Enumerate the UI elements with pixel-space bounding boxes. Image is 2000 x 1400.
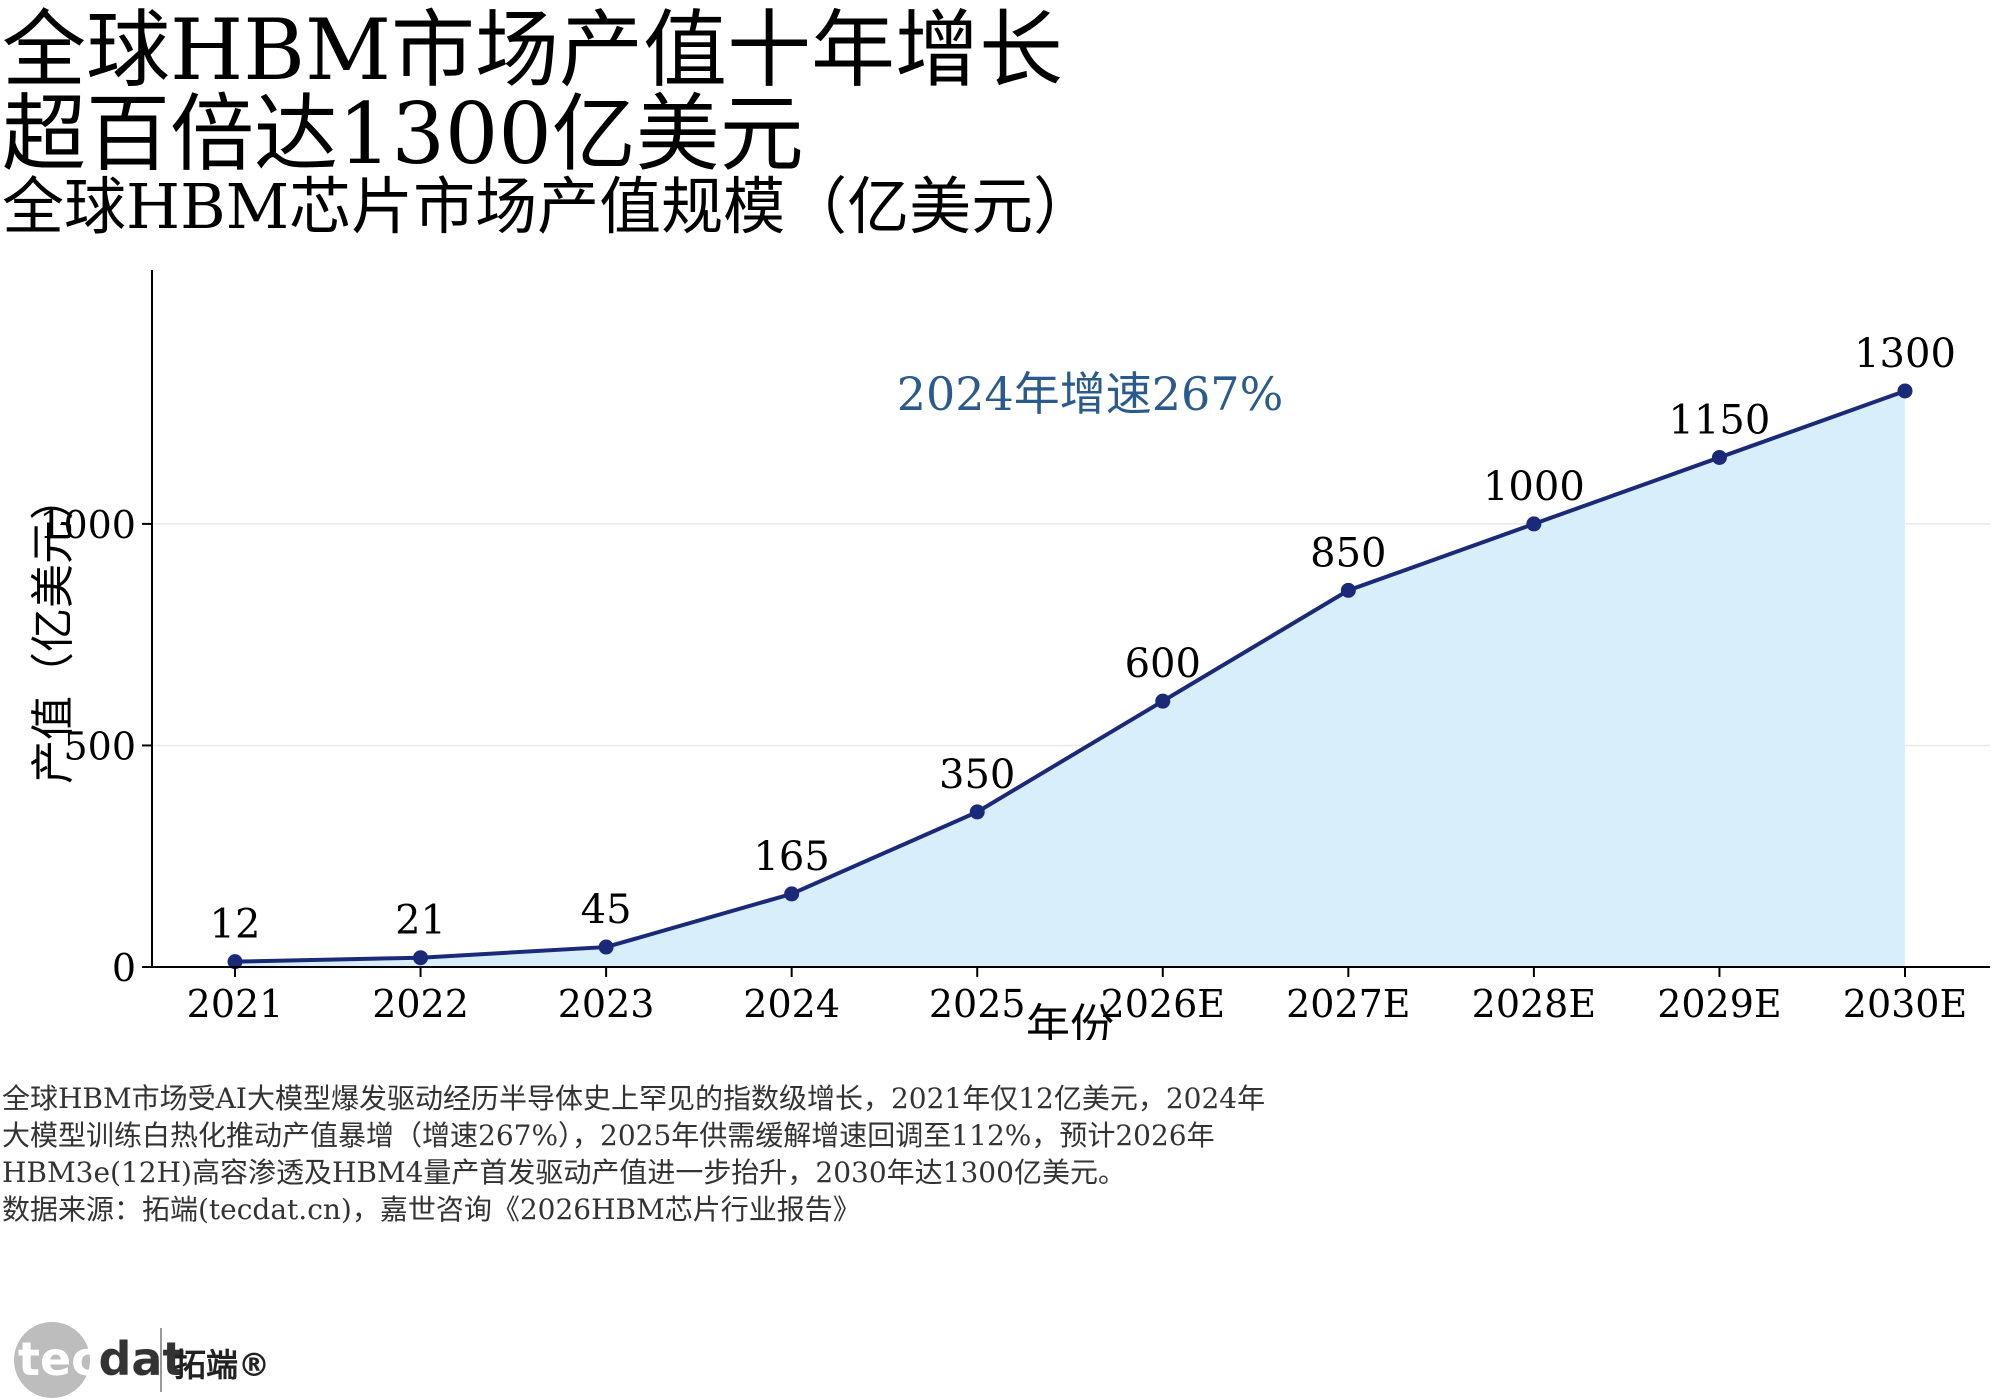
x-tick-label: 2023 <box>558 982 655 1026</box>
y-axis-label: 产值（亿美元） <box>28 476 79 784</box>
data-label: 45 <box>581 887 632 933</box>
logo-divider <box>160 1328 162 1392</box>
data-labels: 12 21 45 165 350 600 850 1000 1150 1300 <box>210 331 1956 948</box>
area-fill <box>235 390 1905 968</box>
chart-note: 全球HBM市场受AI大模型爆发驱动经历半导体史上罕见的指数级增长，2021年仅1… <box>2 1080 1502 1228</box>
tecdat-logo: tecdat 拓端® <box>14 1322 274 1400</box>
data-label: 1300 <box>1854 331 1956 377</box>
growth-annotation: 2024年增速267% <box>897 367 1284 421</box>
x-tick-label: 2025 <box>929 982 1026 1026</box>
data-point <box>969 804 985 820</box>
x-tick-label: 2029E <box>1657 982 1781 1026</box>
source-line: 数据来源：拓端(tecdat.cn)，嘉世咨询《2026HBM芯片行业报告》 <box>2 1193 861 1226</box>
x-tick-label: 2024 <box>743 982 840 1026</box>
data-point <box>1897 383 1913 399</box>
data-label: 350 <box>939 752 1015 798</box>
data-label: 12 <box>210 902 261 948</box>
data-label: 1150 <box>1669 397 1771 443</box>
data-point <box>784 886 800 902</box>
x-tick-label: 2028E <box>1472 982 1596 1026</box>
chart-title-line-2: 超百倍达1300亿美元 <box>2 85 804 183</box>
series-line <box>234 389 1906 964</box>
data-label: 600 <box>1125 641 1201 687</box>
data-point <box>598 939 614 955</box>
y-tick-label: 0 <box>112 946 136 990</box>
x-tick-label: 2021 <box>187 982 284 1026</box>
x-tick-label: 2026E <box>1101 982 1225 1026</box>
note-line: 大模型训练白热化推动产值暴增（增速267%），2025年供需缓解增速回调至112… <box>2 1119 1215 1152</box>
data-point <box>1526 516 1542 532</box>
data-points <box>227 383 1913 970</box>
x-tick-label: 2027E <box>1286 982 1410 1026</box>
x-axis-ticks: 2021 2022 2023 2024 2025 2026E 2027E 2028E 2029E… <box>187 967 1967 1026</box>
data-point <box>227 954 243 970</box>
chart-title-line-1: 全球HBM市场产值十年增长 <box>2 1 1063 99</box>
y-tick-label: 500 <box>63 724 136 768</box>
logo-chinese-name: 拓端® <box>174 1346 271 1384</box>
x-axis-label: 年份 <box>1026 1000 1114 1040</box>
note-line: HBM3e(12H)高容渗透及HBM4量产首发驱动产值进一步抬升，2030年达1… <box>2 1156 1126 1189</box>
data-point <box>1155 693 1171 709</box>
note-line: 全球HBM市场受AI大模型爆发驱动经历半导体史上罕见的指数级增长，2021年仅1… <box>2 1082 1266 1115</box>
data-label: 850 <box>1310 530 1386 576</box>
data-label: 21 <box>395 898 446 944</box>
logo-wordmark: tecdat <box>18 1332 185 1386</box>
data-point <box>413 950 429 966</box>
chart-subtitle: 全球HBM芯片市场产值规模（亿美元） <box>2 170 1096 243</box>
data-label: 1000 <box>1483 464 1585 510</box>
data-point <box>1340 582 1356 598</box>
x-tick-label: 2022 <box>372 982 469 1026</box>
logo-circle <box>14 1322 90 1398</box>
data-point <box>1711 449 1727 465</box>
x-tick-label: 2030E <box>1843 982 1967 1026</box>
data-label: 165 <box>753 834 829 880</box>
y-tick-label: 1000 <box>39 503 136 547</box>
y-axis-ticks: 0 500 1000 <box>39 503 152 990</box>
